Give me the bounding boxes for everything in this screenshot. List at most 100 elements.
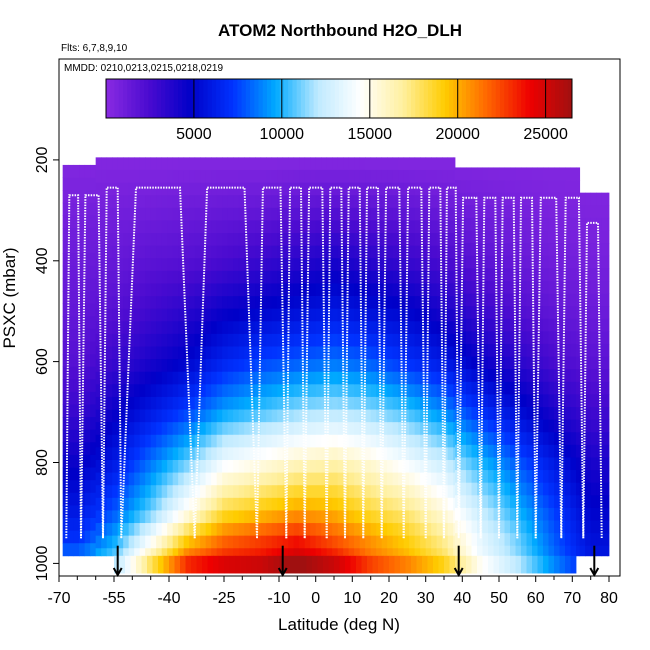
heatmap-cell [559,306,566,320]
heatmap-cell [321,157,328,171]
heatmap-cell [392,447,399,461]
heatmap-cell [348,270,355,284]
colorbar-swatch [283,79,289,118]
heatmap-cell [271,270,278,284]
heatmap-cell [447,245,454,259]
heatmap-cell [304,510,311,524]
heatmap-cell [233,220,240,234]
heatmap-cell [554,318,560,332]
heatmap-cell [488,533,494,547]
heatmap-cell [596,243,603,257]
heatmap-cell [304,548,311,557]
heatmap-cell [460,555,467,574]
heatmap-cell [601,243,608,257]
heatmap-cell [548,470,555,484]
heatmap-cell [123,548,130,557]
heatmap-cell [471,306,478,320]
heatmap-cell [504,192,511,206]
heatmap-cell [548,217,555,231]
heatmap-cell [249,321,256,335]
heatmap-cell [106,270,113,284]
heatmap-cell [218,555,225,574]
heatmap-cell [392,384,399,398]
heatmap-cell [101,396,108,410]
heatmap-cell [68,480,75,494]
flight-profile-line [80,194,104,539]
heatmap-cell [453,472,456,486]
heatmap-cell [95,296,102,310]
heatmap-cell [62,417,69,431]
heatmap-cell [315,422,322,436]
heatmap-cell [392,523,399,537]
heatmap-cell [134,485,141,499]
heatmap-cell [488,507,494,521]
colorbar-swatch [334,79,340,118]
heatmap-cell [409,396,416,410]
heatmap-cell [570,217,577,231]
heatmap-cell [189,384,196,398]
colorbar-swatch [351,79,357,118]
heatmap-cell [460,369,467,383]
x-tick-label: 0 [311,590,320,607]
heatmap-cell [79,265,86,279]
heatmap-cell [471,432,478,446]
heatmap-cell [381,321,388,335]
heatmap-cell [101,308,108,322]
heatmap-cell [211,447,218,461]
heatmap-cell [387,169,394,183]
heatmap-cell [499,495,505,509]
heatmap-cell [387,233,394,247]
heatmap-cell [216,497,223,511]
heatmap-cell [447,447,454,461]
heatmap-cell [183,535,190,549]
heatmap-cell [266,510,273,524]
heatmap-cell [90,379,97,393]
heatmap-cell [233,523,240,537]
heatmap-cell [260,283,267,297]
heatmap-cell [359,182,366,196]
heatmap-cell [189,157,196,171]
heatmap-cell [537,381,544,395]
heatmap-cell [145,434,152,448]
heatmap-cell [112,359,119,373]
heatmap-cell [543,432,549,446]
heatmap-cell [321,409,328,423]
colorbar-swatch [546,79,552,118]
heatmap-cell [354,308,361,322]
heatmap-cell [579,394,586,408]
heatmap-cell [348,409,355,423]
heatmap-cell [233,233,240,247]
heatmap-cell [590,394,597,408]
heatmap-cell [106,220,113,234]
heatmap-cell [526,280,533,294]
heatmap-cell [95,535,102,549]
heatmap-cell [348,195,355,209]
heatmap-cell [425,422,432,436]
heatmap-cell [227,434,234,448]
heatmap-cell [68,227,75,241]
heatmap-cell [79,429,86,443]
heatmap-cell [466,356,472,370]
heatmap-cell [266,409,273,423]
heatmap-cell [403,321,410,335]
heatmap-cell [601,444,608,458]
heatmap-cell [156,308,163,322]
heatmap-cell [200,283,207,297]
colorbar-tick-label: 20000 [435,126,480,143]
heatmap-cell [521,331,527,345]
heatmap-cell [216,283,223,297]
heatmap-cell [260,308,267,322]
heatmap-cell [150,169,157,183]
heatmap-cell [222,233,229,247]
heatmap-cell [216,195,223,209]
heatmap-cell [576,167,581,181]
heatmap-cell [73,202,80,216]
heatmap-cell [554,419,560,433]
heatmap-cell [376,182,383,196]
heatmap-cell [95,447,102,461]
heatmap-cell [414,535,421,549]
heatmap-cell [425,409,432,423]
heatmap-cell [381,434,388,448]
heatmap-cell [315,472,322,486]
heatmap-cell [332,447,339,461]
